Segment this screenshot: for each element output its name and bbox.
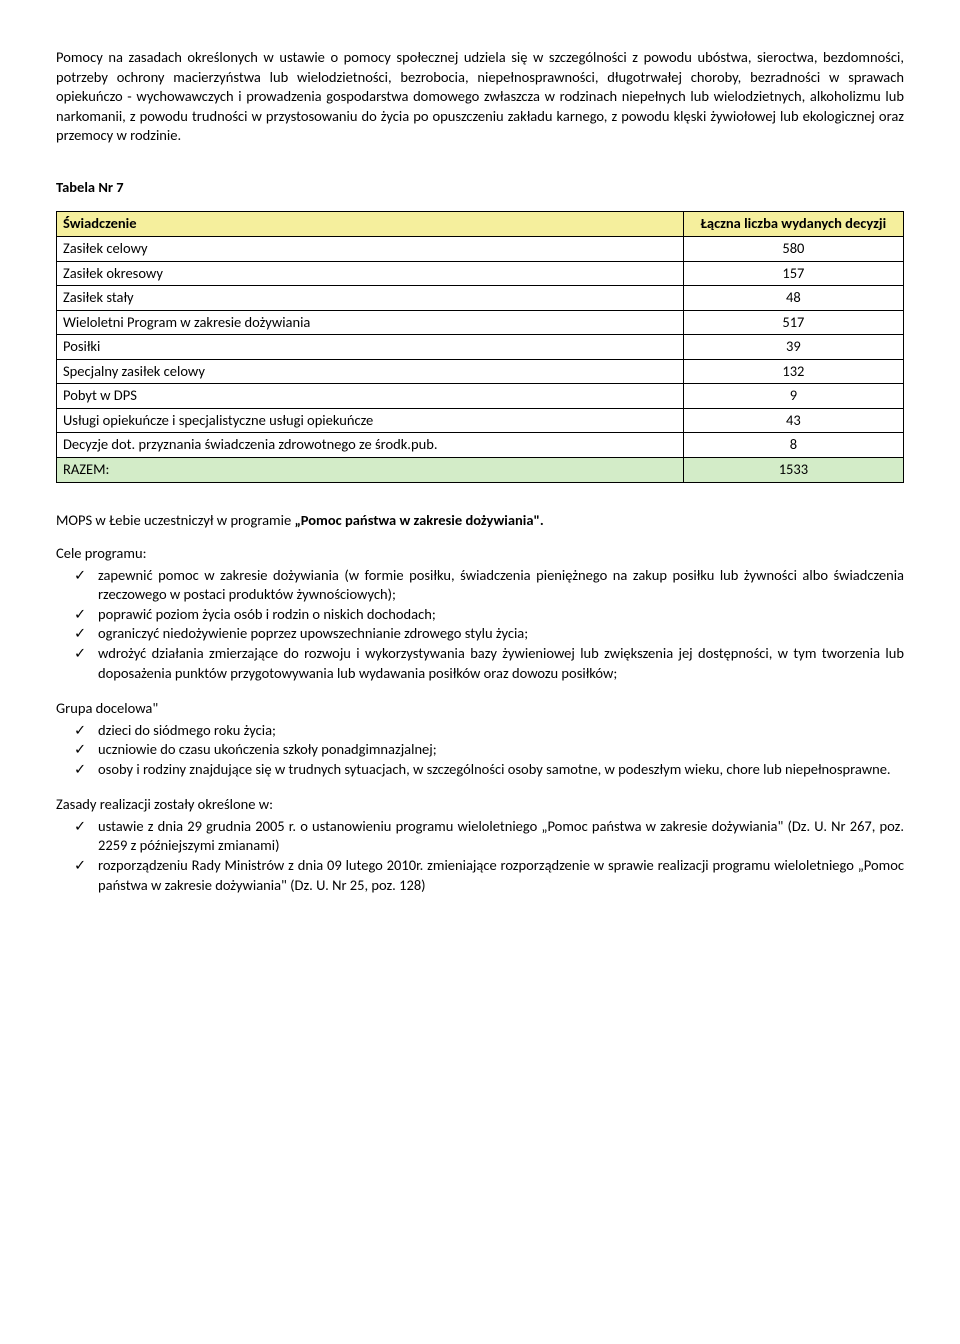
row-value: 9	[683, 384, 903, 409]
table-row: Decyzje dot. przyznania świadczenia zdro…	[57, 433, 904, 458]
list-item: dzieci do siódmego roku życia;	[94, 721, 904, 741]
total-label: RAZEM:	[57, 458, 684, 483]
row-label: Decyzje dot. przyznania świadczenia zdro…	[57, 433, 684, 458]
table-row: Posiłki39	[57, 335, 904, 360]
row-label: Zasiłek stały	[57, 286, 684, 311]
list-item: uczniowie do czasu ukończenia szkoły pon…	[94, 740, 904, 760]
list-item: wdrożyć działania zmierzające do rozwoju…	[94, 644, 904, 683]
row-value: 43	[683, 408, 903, 433]
row-value: 8	[683, 433, 903, 458]
row-label: Usługi opiekuńcze i specjalistyczne usłu…	[57, 408, 684, 433]
rules-list: ustawie z dnia 29 grudnia 2005 r. o usta…	[56, 817, 904, 895]
row-label: Pobyt w DPS	[57, 384, 684, 409]
rules-heading: Zasady realizacji zostały określone w:	[56, 795, 904, 815]
row-value: 132	[683, 359, 903, 384]
row-value: 580	[683, 236, 903, 261]
table-title: Tabela Nr 7	[56, 178, 904, 198]
program-name: „Pomoc państwa w zakresie dożywiania".	[294, 511, 543, 529]
col-header-liczba: Łączna liczba wydanych decyzji	[683, 212, 903, 237]
row-label: Zasiłek okresowy	[57, 261, 684, 286]
row-value: 39	[683, 335, 903, 360]
row-label: Zasiłek celowy	[57, 236, 684, 261]
table-row: Usługi opiekuńcze i specjalistyczne usłu…	[57, 408, 904, 433]
table-row: Specjalny zasiłek celowy132	[57, 359, 904, 384]
table-row: Zasiłek stały48	[57, 286, 904, 311]
decisions-table: Świadczenie Łączna liczba wydanych decyz…	[56, 211, 904, 482]
table-row: Pobyt w DPS9	[57, 384, 904, 409]
table-total-row: RAZEM: 1533	[57, 458, 904, 483]
table-row: Wieloletni Program w zakresie dożywiania…	[57, 310, 904, 335]
total-value: 1533	[683, 458, 903, 483]
row-value: 157	[683, 261, 903, 286]
list-item: zapewnić pomoc w zakresie dożywiania (w …	[94, 566, 904, 605]
table-header-row: Świadczenie Łączna liczba wydanych decyz…	[57, 212, 904, 237]
table-row: Zasiłek okresowy157	[57, 261, 904, 286]
list-item: ustawie z dnia 29 grudnia 2005 r. o usta…	[94, 817, 904, 856]
list-item: osoby i rodziny znajdujące się w trudnyc…	[94, 760, 904, 780]
goals-list: zapewnić pomoc w zakresie dożywiania (w …	[56, 566, 904, 683]
program-participation: MOPS w Łebie uczestniczył w programie „P…	[56, 511, 904, 531]
list-item: ograniczyć niedożywienie poprzez upowsze…	[94, 624, 904, 644]
intro-paragraph: Pomocy na zasadach określonych w ustawie…	[56, 48, 904, 146]
table-row: Zasiłek celowy580	[57, 236, 904, 261]
goals-heading: Cele programu:	[56, 544, 904, 564]
col-header-swiadczenie: Świadczenie	[57, 212, 684, 237]
target-list: dzieci do siódmego roku życia;uczniowie …	[56, 721, 904, 780]
row-label: Wieloletni Program w zakresie dożywiania	[57, 310, 684, 335]
list-item: rozporządzeniu Rady Ministrów z dnia 09 …	[94, 856, 904, 895]
program-prefix: MOPS w Łebie uczestniczył w programie	[56, 511, 294, 529]
list-item: poprawić poziom życia osób i rodzin o ni…	[94, 605, 904, 625]
row-value: 48	[683, 286, 903, 311]
row-label: Posiłki	[57, 335, 684, 360]
row-label: Specjalny zasiłek celowy	[57, 359, 684, 384]
target-heading: Grupa docelowa"	[56, 699, 904, 719]
row-value: 517	[683, 310, 903, 335]
